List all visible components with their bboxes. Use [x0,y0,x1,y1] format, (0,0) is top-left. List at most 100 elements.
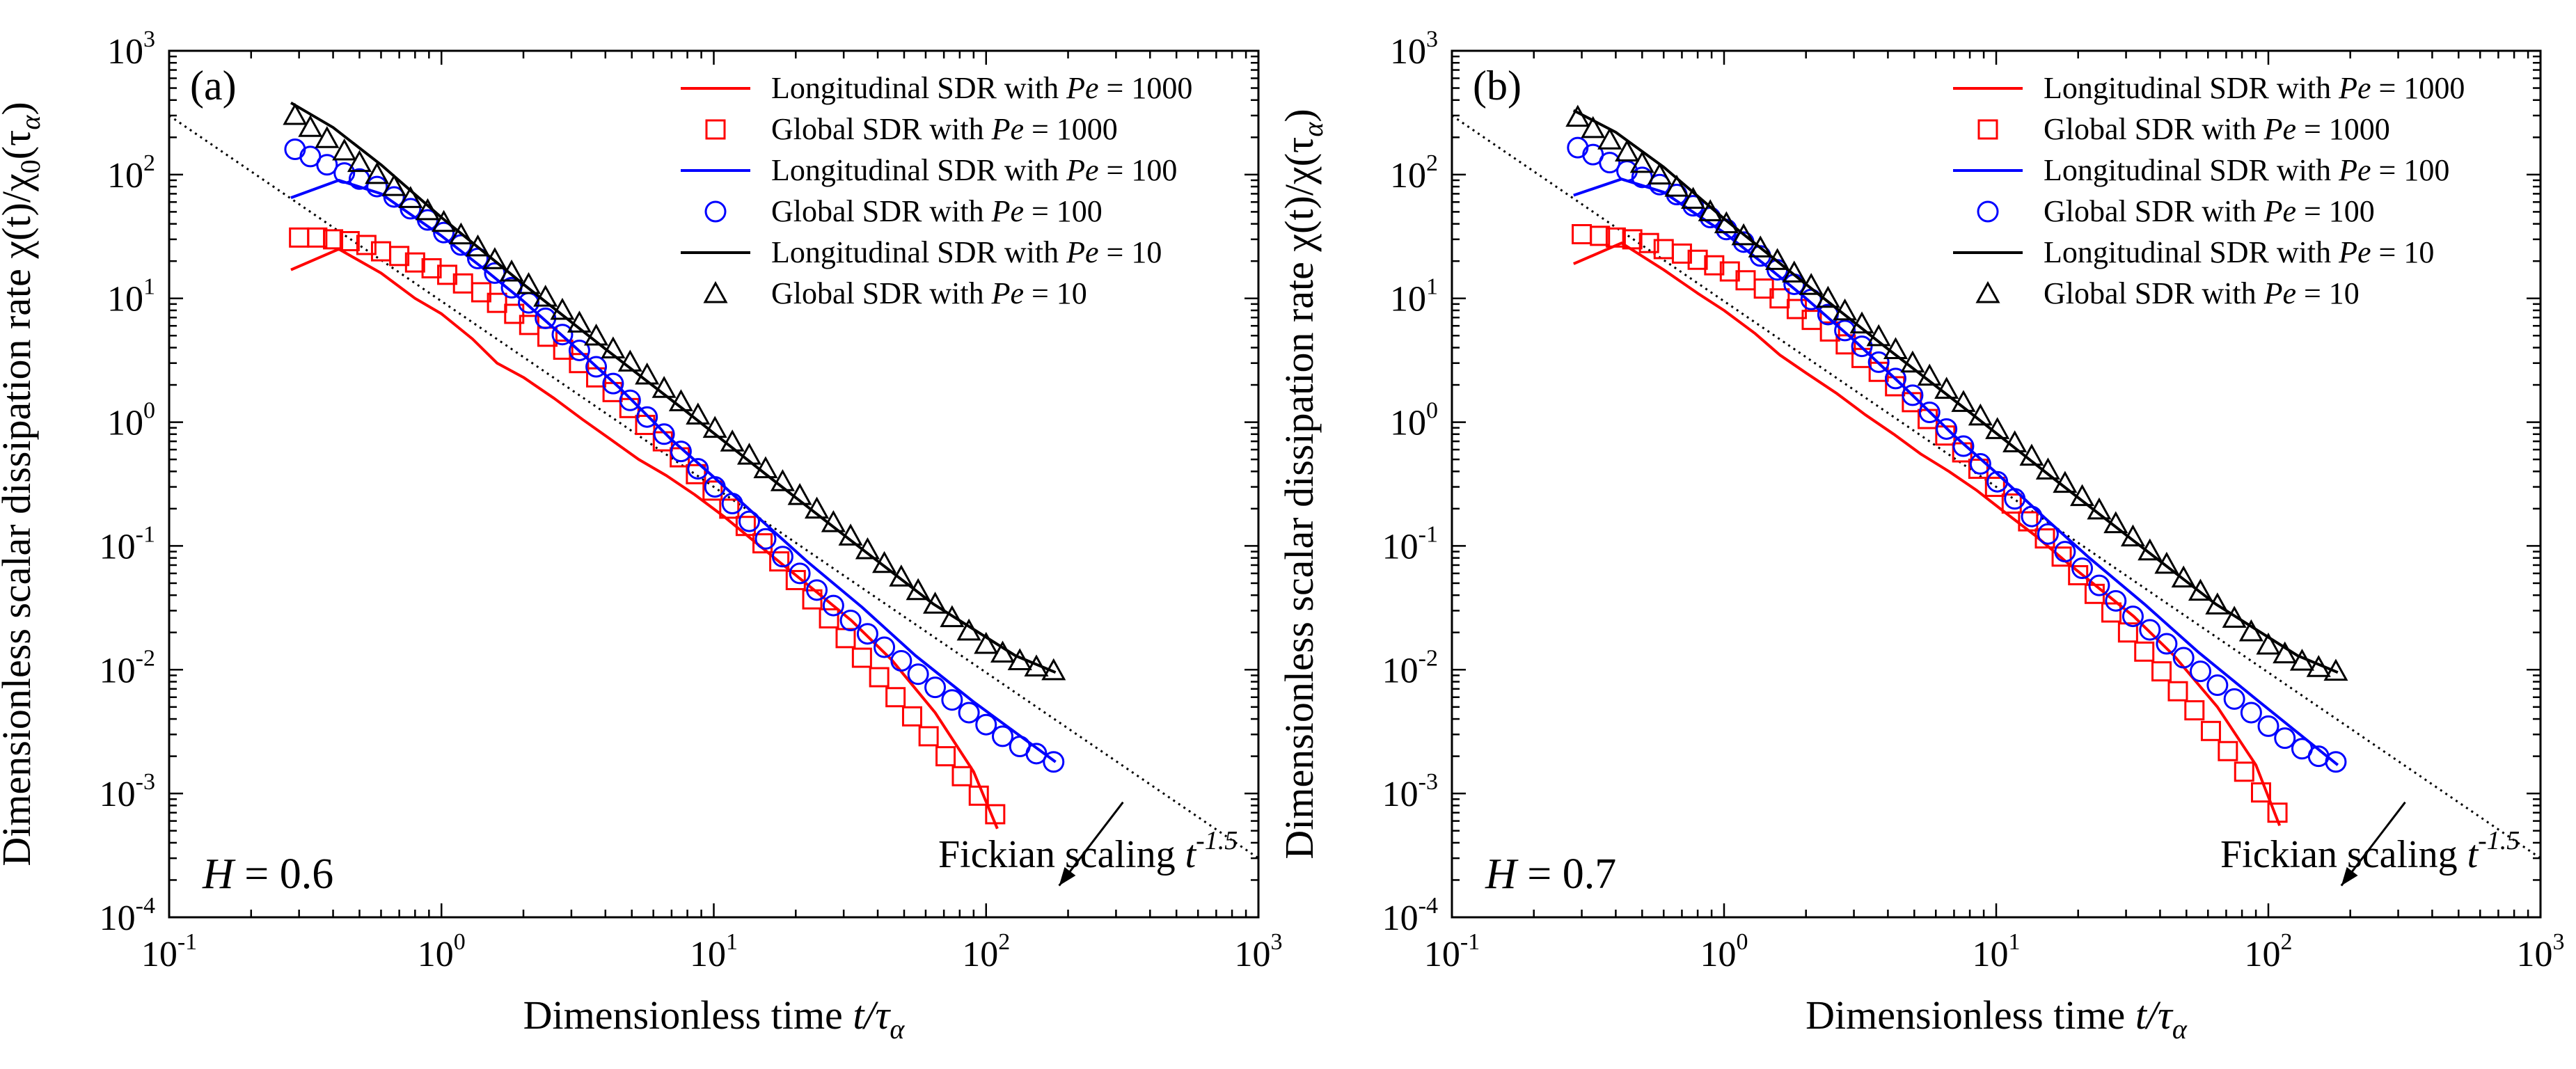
data-point-square [289,227,310,248]
y-axis-title-text: Dimensionless scalar dissipation rate χ(… [0,173,39,866]
data-point-triangle [432,209,457,232]
data-point-square [951,766,972,786]
data-point-square [1622,229,1643,250]
series-global-sdr-pe-10 [283,102,1066,681]
data-point-circle [433,221,455,244]
x-axis-title: Dimensionless time t/τα [1805,992,2188,1045]
data-point-square [323,229,344,250]
x-tick-label: 101 [690,929,738,974]
data-point-triangle [1934,377,1959,399]
legend-label: Longitudinal SDR with Pe = 1000 [2044,71,2465,105]
h-value: = 0.6 [234,850,333,898]
tick-exponent: 0 [1737,929,1748,955]
data-point-square [2267,802,2288,823]
legend-pe: Pe [991,112,1024,146]
y-axis-title-mid: (τ [0,130,39,160]
tick-base: 10 [1382,527,1419,567]
data-point-triangle [2188,578,2213,601]
data-point-circle [907,663,929,686]
data-point-circle [2004,488,2026,510]
data-point-square [901,706,922,727]
x-tick-label: 103 [2517,929,2565,974]
data-point-triangle [1041,658,1066,681]
data-point-triangle [2171,565,2196,588]
data-point-circle [2156,633,2178,655]
tick-exponent: 3 [143,26,155,52]
data-point-triangle [2120,524,2145,547]
y-tick-label: 100 [107,398,155,443]
tick-base: 10 [100,527,136,567]
legend-label: Global SDR with Pe = 100 [771,194,1103,228]
data-point-triangle [1615,139,1640,162]
legend-pe: Pe [1066,235,1098,269]
tick-exponent: -1 [1419,521,1438,547]
data-point-triangle [651,376,677,398]
data-point-triangle [283,102,308,125]
data-point-triangle [2323,658,2348,681]
series-global-sdr-pe-10 [1565,104,2348,681]
legend-label: Global SDR with Pe = 1000 [2044,112,2390,146]
tick-base: 10 [1390,404,1426,443]
data-point-circle [1834,319,1856,342]
legend-label: Global SDR with Pe = 10 [771,276,1087,310]
data-point-triangle [398,186,423,208]
data-point-square [504,303,525,324]
y-axis-title-text: Dimensionless scalar dissipation rate χ(… [1277,137,1322,860]
data-point-square [2134,641,2155,662]
data-point-triangle [720,429,745,452]
tick-base: 10 [1235,935,1271,974]
x-tick-label: 100 [418,929,466,974]
data-point-square [819,608,839,628]
data-point-square [2001,493,2022,514]
fickian-annotation: Fickian scaling t-1.5 [938,826,1238,876]
data-point-triangle [956,618,981,641]
data-layer [169,101,1258,860]
data-point-square [1968,459,1989,480]
data-point-triangle [2273,641,2298,664]
data-point-triangle [906,578,931,601]
series-longitudinal-sdr-pe-100 [290,179,1057,763]
data-point-square [702,480,723,501]
legend-value: = 1000 [2371,71,2465,105]
y-axis-subscript: α [15,115,46,130]
y-tick-label: 103 [107,26,155,72]
legend-label: Longitudinal SDR with Pe = 10 [2044,235,2434,269]
data-point-triangle [1968,403,1993,426]
tick-base: 10 [962,935,998,974]
data-point-square [471,282,491,303]
y-axis-subscript: α [1297,122,1329,137]
data-point-square [1572,223,1593,244]
data-point-circle [874,636,896,658]
data-point-circle [2206,674,2229,697]
tick-exponent: -1 [177,929,197,955]
panel-label: (b) [1473,63,1522,109]
data-point-circle [2121,605,2144,628]
legend-pe: Pe [2263,276,2296,310]
data-point-triangle [2289,649,2314,671]
data-point-triangle [1698,199,1723,221]
data-point-triangle [1985,417,2010,439]
tick-base: 10 [1973,935,2009,974]
data-point-circle [2240,702,2262,724]
tick-base: 10 [100,898,136,938]
y-tick-label: 10-4 [100,893,155,938]
data-point-square [2184,700,2205,721]
data-point-circle [991,725,1013,747]
tick-exponent: 1 [1426,274,1438,300]
data-point-triangle [533,285,558,307]
data-point-circle [839,610,862,632]
fickian-exponent: -1.5 [2478,826,2520,855]
data-point-circle [2325,751,2347,773]
data-point-triangle [787,483,812,505]
data-point-triangle [1024,654,1049,677]
y-tick-label: 100 [1390,398,1438,443]
tick-marks [1451,49,2542,919]
data-point-triangle [1975,280,2000,303]
tick-base: 10 [1382,898,1419,938]
data-point-square [752,533,773,554]
y-axis-title: Dimensionless scalar dissipation rate χ(… [1277,109,1329,859]
data-point-circle [284,138,306,161]
y-tick-label: 10-2 [100,645,155,690]
x-tick-label: 10-1 [141,929,197,974]
data-point-circle [585,356,608,378]
